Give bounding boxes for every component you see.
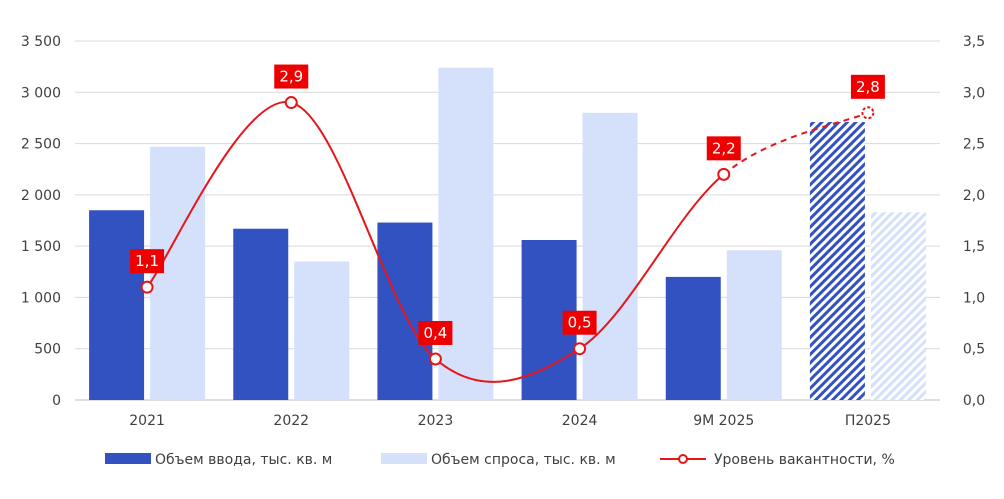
vacancy-point (861, 106, 875, 120)
bars (89, 67, 926, 401)
vacancy-point (573, 342, 587, 356)
right-axis-tick-label: 0,0 (963, 393, 985, 409)
left-axis-tick-label: 2 500 (21, 137, 61, 153)
left-axis-tick-label: 3 000 (21, 85, 61, 101)
bar-input-volume (233, 228, 289, 400)
vacancy-point (428, 352, 442, 366)
left-axis-tick-label: 2 000 (21, 188, 61, 204)
right-axis-tick-label: 2,5 (963, 137, 985, 153)
category-tick-label: 2023 (418, 413, 454, 429)
right-axis-tick-label: 1,5 (963, 239, 985, 255)
right-axis-tick-label: 1,0 (963, 290, 985, 306)
bar-demand-volume (438, 67, 494, 400)
left-axis-tick-label: 0 (52, 393, 61, 409)
bar-demand-volume (582, 112, 638, 401)
vacancy-point (140, 280, 154, 294)
vacancy-data-label: 0,4 (423, 324, 447, 342)
vacancy-line-forecast (723, 111, 869, 176)
category-tick-label: П2025 (845, 413, 891, 429)
legend-marker (678, 454, 688, 464)
bar-demand-volume (726, 250, 782, 400)
vacancy-point (717, 167, 731, 181)
right-axis-tick-label: 0,5 (963, 342, 985, 358)
legend-label: Уровень вакантности, % (714, 452, 895, 468)
bar-input-volume (665, 276, 721, 400)
gridlines (75, 40, 940, 401)
vacancy-data-label: 1,1 (135, 252, 159, 270)
vacancy-data-label: 2,2 (712, 139, 736, 157)
bar-demand-volume (870, 212, 926, 400)
right-axis-tick-label: 3,0 (963, 85, 985, 101)
vacancy-data-label-box (562, 310, 597, 335)
right-axis-tick-label: 2,0 (963, 188, 985, 204)
bar-input-volume (89, 210, 145, 400)
vacancy-data-label: 2,8 (856, 78, 880, 96)
vacancy-data-label: 0,5 (568, 314, 592, 332)
category-tick-label: 2024 (562, 413, 598, 429)
category-tick-label: 2021 (129, 413, 165, 429)
legend-swatch (105, 453, 151, 464)
vacancy-data-label-box (274, 64, 309, 89)
left-axis-tick-label: 1 500 (21, 239, 61, 255)
axes: 0 500 1 000 1 500 2 000 2 500 3 000 3 500 0,0 0,5… (21, 34, 985, 429)
left-axis-tick-label: 1 000 (21, 290, 61, 306)
right-axis-tick-label: 3,5 (963, 34, 985, 50)
legend-label: Объем спроса, тыс. кв. м (431, 452, 616, 468)
bar-input-volume (377, 222, 433, 400)
vacancy-data-label-box (706, 136, 741, 161)
bar-demand-volume (150, 146, 206, 400)
vacancy-line: 1,1 2,9 0,4 0,5 2,2 2,8 (130, 64, 885, 383)
vacancy-data-label-box (418, 320, 453, 345)
left-axis-tick-label: 3 500 (21, 34, 61, 50)
legend-swatch (381, 453, 427, 464)
category-tick-label: 2022 (273, 413, 309, 429)
bar-input-volume (809, 122, 865, 400)
vacancy-data-label-box (130, 249, 165, 274)
vacancy-line-solid (146, 101, 725, 383)
legend-label: Объем ввода, тыс. кв. м (155, 452, 332, 468)
vacancy-data-label-box (850, 74, 885, 99)
vacancy-point (284, 96, 298, 110)
left-axis-tick-label: 500 (34, 342, 61, 358)
vacancy-data-label: 2,9 (279, 68, 303, 86)
bar-demand-volume (294, 261, 350, 400)
category-tick-label: 9М 2025 (693, 413, 754, 429)
legend: Объем ввода, тыс. кв. м Объем спроса, тыс… (105, 452, 895, 468)
